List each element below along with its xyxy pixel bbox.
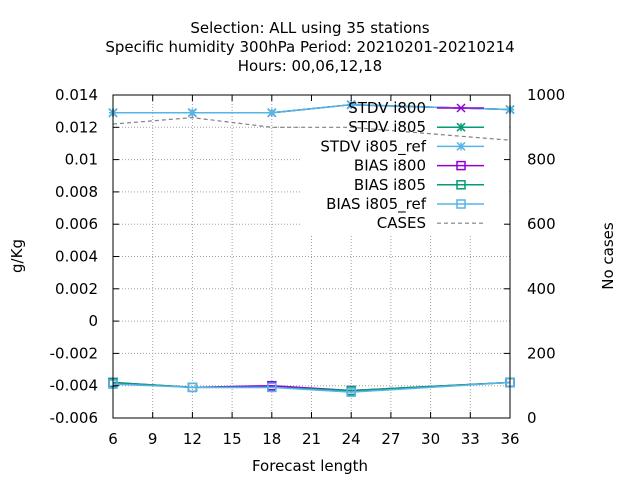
data-point bbox=[187, 382, 198, 393]
y2-tick-label: 1000 bbox=[527, 86, 565, 104]
series-bias-i805-ref bbox=[108, 377, 515, 397]
y-tick-label: 0.01 bbox=[65, 151, 98, 169]
x-tick-label: 18 bbox=[262, 430, 281, 448]
y2-tick-label: 400 bbox=[527, 280, 556, 298]
x-tick-label: 36 bbox=[500, 430, 519, 448]
y-tick-label: 0.002 bbox=[55, 280, 98, 298]
series-stdv-i805-ref bbox=[108, 100, 515, 118]
x-tick-label: 6 bbox=[108, 430, 118, 448]
chart-title: Selection: ALL using 35 stations Specifi… bbox=[105, 19, 514, 75]
grid bbox=[113, 95, 510, 418]
y-tick-label: 0 bbox=[88, 312, 98, 330]
title-line-1: Selection: ALL using 35 stations bbox=[190, 19, 429, 37]
y-tick-label: 0.006 bbox=[55, 215, 98, 233]
legend-label: BIAS i805_ref bbox=[326, 195, 427, 214]
legend-label: STDV i800 bbox=[348, 99, 426, 117]
legend-label: BIAS i800 bbox=[354, 157, 426, 175]
x-tick-label: 9 bbox=[148, 430, 158, 448]
y-tick-label: 0.012 bbox=[55, 118, 98, 136]
legend-marker bbox=[456, 199, 466, 209]
title-line-3: Hours: 00,06,12,18 bbox=[238, 57, 382, 75]
series-line bbox=[112, 381, 511, 393]
y2-tick-label: 0 bbox=[527, 409, 537, 427]
legend-marker bbox=[456, 160, 466, 171]
y-axis-label: g/Kg bbox=[8, 239, 26, 273]
y2-tick-label: 800 bbox=[527, 151, 556, 169]
x-tick-label: 30 bbox=[421, 430, 440, 448]
y-tick-label: 0.008 bbox=[55, 183, 98, 201]
x-tick-label: 21 bbox=[302, 430, 321, 448]
y2-tick-label: 600 bbox=[527, 215, 556, 233]
legend-marker bbox=[456, 103, 466, 113]
y-tick-label: -0.002 bbox=[50, 344, 98, 362]
data-point bbox=[267, 382, 277, 393]
axis-ticks: 6 9 12 15 18 21 24 27 30 33 36 -0.006 -0.004 -0.002 0 0… bbox=[50, 86, 566, 448]
x-tick-label: 12 bbox=[183, 430, 202, 448]
y2-axis-label: No cases bbox=[599, 222, 617, 290]
y-tick-label: 0.014 bbox=[55, 86, 98, 104]
legend-marker bbox=[456, 180, 466, 190]
legend-label: BIAS i805 bbox=[354, 176, 426, 194]
legend-label: STDV i805 bbox=[348, 118, 426, 136]
x-tick-label: 27 bbox=[381, 430, 400, 448]
data-point bbox=[346, 387, 356, 397]
y-tick-label: -0.004 bbox=[50, 377, 98, 395]
y-tick-label: -0.006 bbox=[50, 409, 98, 427]
legend-label: CASES bbox=[377, 214, 426, 232]
x-tick-label: 15 bbox=[223, 430, 242, 448]
x-axis-label: Forecast length bbox=[252, 457, 368, 475]
y2-tick-label: 200 bbox=[527, 344, 556, 362]
y-tick-label: 0.004 bbox=[55, 248, 98, 266]
title-line-2: Specific humidity 300hPa Period: 2021020… bbox=[105, 38, 514, 56]
x-tick-label: 33 bbox=[461, 430, 480, 448]
legend-label: STDV i805_ref bbox=[320, 137, 426, 156]
x-tick-label: 24 bbox=[342, 430, 361, 448]
